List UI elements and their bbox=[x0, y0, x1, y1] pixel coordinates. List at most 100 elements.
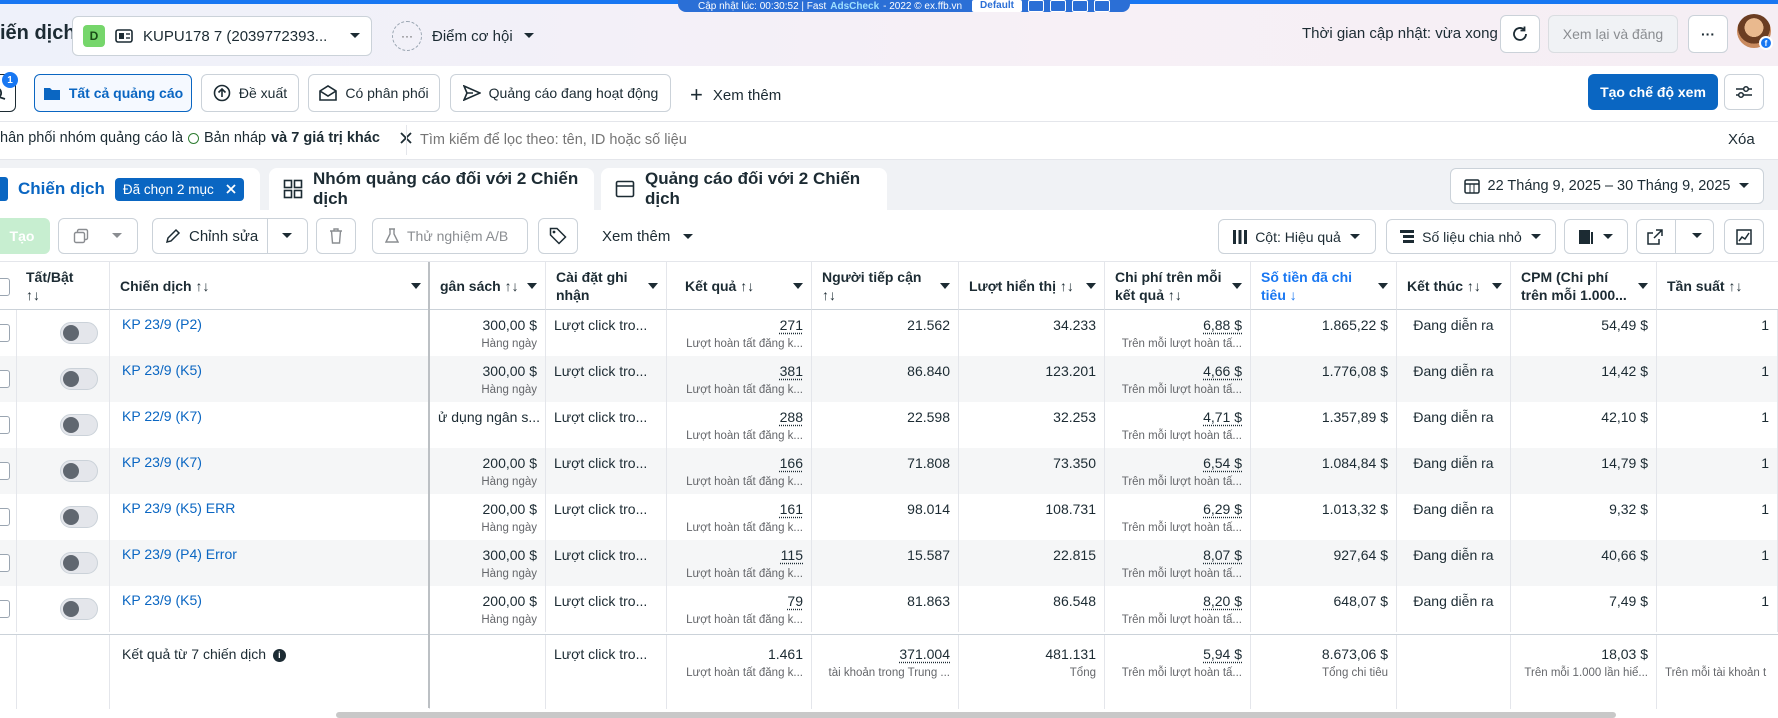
create-view-button[interactable]: Tạo chế độ xem bbox=[1588, 74, 1718, 110]
remove-filter-icon[interactable] bbox=[399, 131, 413, 145]
review-publish-button[interactable]: Xem lại và đăng bbox=[1548, 15, 1678, 53]
table-row[interactable]: KP 23/9 (K5) 200,00 $ Hàng ngày Lượt click … bbox=[0, 586, 1778, 632]
row-checkbox[interactable] bbox=[0, 462, 10, 480]
chevron-down-icon[interactable] bbox=[1691, 232, 1703, 240]
customize-view-button[interactable] bbox=[1724, 74, 1764, 110]
table-row[interactable]: KP 23/9 (K7) 200,00 $ Hàng ngày Lượt click … bbox=[0, 448, 1778, 494]
table-row[interactable]: KP 22/9 (K7) ử dụng ngân s... Lượt click t… bbox=[0, 402, 1778, 448]
campaign-name-link[interactable]: KP 23/9 (K5) bbox=[122, 592, 202, 608]
clear-selection-icon[interactable] bbox=[226, 184, 236, 194]
cell-cpr: 4,71 $ Trên mỗi lượt hoàn tấ... bbox=[1105, 402, 1251, 448]
row-checkbox[interactable] bbox=[0, 370, 10, 388]
row-checkbox[interactable] bbox=[0, 600, 10, 618]
calendar-icon bbox=[1463, 178, 1480, 194]
campaign-name-link[interactable]: KP 23/9 (P2) bbox=[122, 316, 202, 332]
campaign-toggle[interactable] bbox=[60, 552, 98, 574]
cell-name: KP 22/9 (K7) bbox=[110, 402, 430, 448]
account-selector[interactable]: D KUPU178 7 (2039772393... bbox=[72, 16, 372, 56]
refresh-button[interactable] bbox=[1500, 15, 1540, 53]
header-cost-per-result[interactable]: Chi phí trên mỗi kết quả ↑↓ bbox=[1105, 262, 1251, 310]
tab-adsets[interactable]: Nhóm quảng cáo đối với 2 Chiến dịch bbox=[269, 168, 594, 210]
more-views-button[interactable]: + Xem thêm bbox=[690, 84, 781, 106]
row-select-cell bbox=[0, 586, 17, 632]
tab-campaigns[interactable]: Chiến dịch Đã chọn 2 mục bbox=[0, 168, 260, 210]
ab-test-button[interactable]: Thử nghiệm A/B bbox=[372, 218, 528, 254]
date-range-picker[interactable]: 22 Tháng 9, 2025 – 30 Tháng 9, 2025 bbox=[1450, 168, 1764, 204]
campaign-name-link[interactable]: KP 22/9 (K7) bbox=[122, 408, 202, 424]
header-reach[interactable]: Người tiếp cận ↑↓ bbox=[812, 262, 959, 310]
campaign-toggle[interactable] bbox=[60, 460, 98, 482]
header-cpm[interactable]: CPM (Chi phí trên mỗi 1.000... bbox=[1511, 262, 1657, 310]
extension-swap-icon[interactable] bbox=[1027, 0, 1044, 12]
cell-cpr: 6,88 $ Trên mỗi lượt hoàn tấ... bbox=[1105, 310, 1251, 356]
campaign-toggle[interactable] bbox=[60, 368, 98, 390]
row-checkbox[interactable] bbox=[0, 508, 10, 526]
opportunity-score[interactable]: ··· Điểm cơ hội bbox=[392, 18, 535, 54]
clear-filters-button[interactable]: Xóa bbox=[1728, 131, 1755, 148]
charts-button[interactable] bbox=[1724, 219, 1764, 254]
filter-search-input[interactable] bbox=[420, 126, 1320, 154]
edit-button[interactable]: Chỉnh sửa bbox=[152, 218, 308, 254]
row-checkbox[interactable] bbox=[0, 416, 10, 434]
header-amount-spent[interactable]: Số tiền đã chi tiêu ↓ bbox=[1251, 262, 1397, 310]
cell-subtext: Hàng ngày bbox=[481, 338, 537, 350]
table-row[interactable]: KP 23/9 (P2) 300,00 $ Hàng ngày Lượt click … bbox=[0, 310, 1778, 356]
header-impressions[interactable]: Lượt hiển thị ↑↓ bbox=[959, 262, 1105, 310]
breakdown-button[interactable]: Số liệu chia nhỏ bbox=[1386, 219, 1556, 254]
create-button[interactable]: Tạo bbox=[0, 218, 50, 254]
header-toggle[interactable]: Tất/Bật ↑↓ bbox=[16, 262, 110, 310]
cell-spent: 1.357,89 $ bbox=[1251, 402, 1397, 448]
selected-chip[interactable]: Đã chọn 2 mục bbox=[114, 177, 244, 201]
export-button[interactable] bbox=[1636, 219, 1714, 254]
chevron-down-icon[interactable] bbox=[281, 232, 293, 240]
active-filter-chip[interactable]: hân phối nhóm quảng cáo là Bản nháp và 7… bbox=[0, 130, 413, 146]
horizontal-scrollbar[interactable] bbox=[336, 712, 1616, 718]
table-row[interactable]: KP 23/9 (K5) 300,00 $ Hàng ngày Lượt click … bbox=[0, 356, 1778, 402]
row-checkbox[interactable] bbox=[0, 554, 10, 572]
header-campaign[interactable]: Chiến dịch ↑↓ bbox=[110, 262, 430, 310]
delete-button[interactable] bbox=[316, 218, 356, 254]
filter-prefix: hân phối nhóm quảng cáo là bbox=[0, 130, 184, 146]
more-options-button[interactable]: ··· bbox=[1688, 15, 1728, 53]
table-row[interactable]: KP 23/9 (K5) ERR 200,00 $ Hàng ngày Lượt cl… bbox=[0, 494, 1778, 540]
campaign-name-link[interactable]: KP 23/9 (K7) bbox=[122, 454, 202, 470]
table-row[interactable]: KP 23/9 (P4) Error 300,00 $ Hàng ngày Lượt … bbox=[0, 540, 1778, 586]
footer-impressions: 481.131 Tổng bbox=[959, 635, 1105, 709]
row-toggle-cell bbox=[16, 448, 110, 494]
header-attribution[interactable]: Cài đặt ghi nhận bbox=[546, 262, 667, 310]
campaign-name-link[interactable]: KP 23/9 (P4) Error bbox=[122, 546, 237, 562]
select-all-checkbox[interactable] bbox=[0, 278, 10, 296]
campaign-toggle[interactable] bbox=[60, 506, 98, 528]
extension-profile-select[interactable]: Default bbox=[972, 0, 1022, 12]
columns-button[interactable]: Cột: Hiệu quả bbox=[1218, 219, 1376, 254]
campaign-toggle[interactable] bbox=[60, 322, 98, 344]
tab-delivering-label: Có phân phối bbox=[345, 85, 429, 101]
cell-impressions: 73.350 bbox=[959, 448, 1105, 494]
tab-delivering[interactable]: Có phân phối bbox=[308, 74, 440, 112]
campaign-name-link[interactable]: KP 23/9 (K5) ERR bbox=[122, 500, 236, 516]
tab-all-ads[interactable]: Tất cả quảng cáo bbox=[34, 74, 192, 112]
campaign-name-link[interactable]: KP 23/9 (K5) bbox=[122, 362, 202, 378]
reports-button[interactable] bbox=[1564, 219, 1628, 254]
info-icon[interactable]: i bbox=[272, 648, 286, 662]
footer-spent-sub: Tổng chi tiêu bbox=[1322, 667, 1388, 679]
extension-refresh-icon[interactable] bbox=[1071, 0, 1088, 12]
header-ends[interactable]: Kết thúc ↑↓ bbox=[1397, 262, 1511, 310]
edit-divider bbox=[267, 219, 268, 253]
chevron-down-icon bbox=[1738, 182, 1750, 190]
toolbar-more-button[interactable]: Xem thêm bbox=[602, 228, 694, 245]
duplicate-button[interactable] bbox=[58, 218, 138, 254]
tab-active-ads[interactable]: Quảng cáo đang hoạt động bbox=[450, 74, 671, 112]
header-budget[interactable]: gân sách ↑↓ bbox=[430, 262, 546, 310]
row-checkbox[interactable] bbox=[0, 324, 10, 342]
extension-minimize-icon[interactable] bbox=[1093, 0, 1110, 12]
tab-recommendations[interactable]: Đề xuất bbox=[201, 74, 299, 112]
header-results[interactable]: Kết quả ↑↓ bbox=[667, 262, 812, 310]
tab-ads[interactable]: Quảng cáo đối với 2 Chiến dịch bbox=[601, 168, 887, 210]
cell-freq: 1 bbox=[1657, 356, 1778, 402]
header-frequency[interactable]: Tần suất ↑↓ bbox=[1657, 262, 1778, 310]
campaign-toggle[interactable] bbox=[60, 414, 98, 436]
extension-copy-icon[interactable] bbox=[1049, 0, 1066, 12]
tag-button[interactable] bbox=[538, 218, 578, 254]
campaign-toggle[interactable] bbox=[60, 598, 98, 620]
